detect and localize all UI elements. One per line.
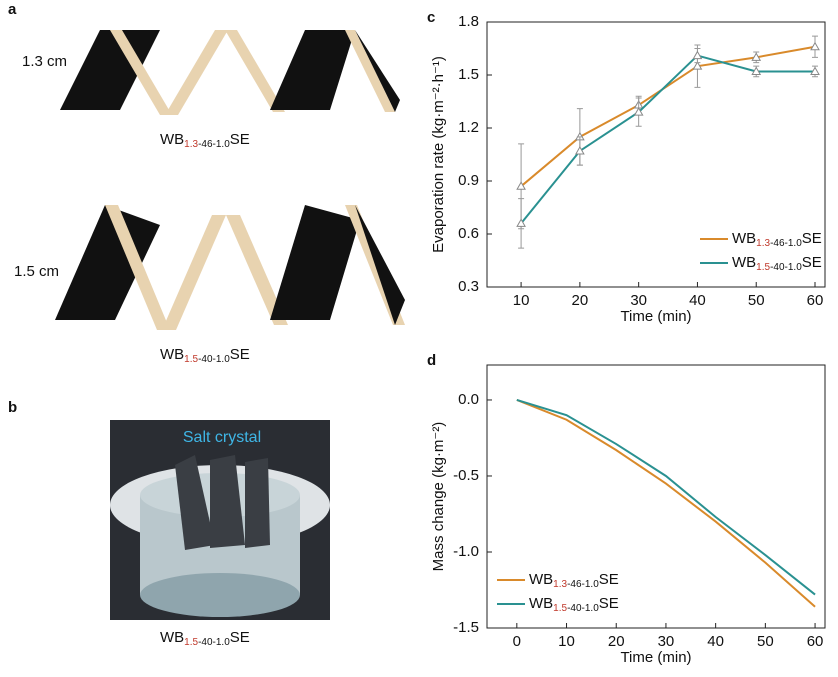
legend-label-part: SE [802, 254, 822, 271]
size-label: 1.5 cm [14, 263, 59, 280]
series-line [516, 399, 816, 608]
y-tick-label: 0.6 [458, 225, 479, 242]
x-tick-label: 50 [757, 633, 774, 650]
legend-label-part: SE [802, 230, 822, 247]
zigzag-top [60, 30, 400, 115]
y-axis-label: Mass change (kg·m⁻²) [430, 422, 447, 572]
y-tick-label: 1.5 [458, 66, 479, 83]
annotation: Salt crystal [183, 429, 261, 446]
marker [575, 145, 585, 155]
series-line [516, 399, 816, 596]
panel-label: a [8, 1, 17, 18]
x-tick-label: 30 [630, 292, 647, 309]
legend-label-part: 1.5 [553, 603, 567, 614]
legend-label: WB1.5-40-1.0SE [529, 595, 619, 614]
legend-label-part: WB [732, 254, 756, 271]
y-tick-label: 1.2 [458, 119, 479, 136]
legend-label-part: WB [529, 571, 553, 588]
marker [633, 107, 644, 116]
y-tick-label: 0.0 [458, 391, 479, 408]
legend-label-part: SE [599, 595, 619, 612]
y-axis-label: Evaporation rate (kg·m⁻²·h⁻¹) [430, 56, 447, 253]
panel-label: d [427, 352, 436, 369]
legend-label-part: WB [732, 230, 756, 247]
marker [810, 41, 820, 51]
x-tick-label: 10 [513, 292, 530, 309]
legend-label-part: -40-1.0 [770, 262, 802, 273]
legend-label-part: -46-1.0 [567, 579, 599, 590]
marker [516, 181, 526, 190]
legend-label-part: 1.3 [756, 238, 770, 249]
legend-label-part: 1.3 [553, 579, 567, 590]
series-line [520, 45, 816, 188]
y-tick-label: -0.5 [453, 467, 479, 484]
x-tick-label: 0 [513, 633, 521, 650]
x-axis-label: Time (min) [620, 308, 691, 325]
x-tick-label: 30 [658, 633, 675, 650]
panel-label: b [8, 399, 17, 416]
marker [692, 61, 703, 70]
plot-frame [486, 364, 826, 629]
caption: WB1.5-40-1.0SE [160, 346, 250, 365]
size-label: 1.3 cm [22, 53, 67, 70]
x-tick-label: 60 [807, 633, 824, 650]
caption: WB1.5-40-1.0SE [160, 629, 250, 648]
caption: WB1.3-46-1.0SE [160, 131, 250, 150]
x-tick-label: 10 [558, 633, 575, 650]
x-tick-label: 60 [807, 292, 824, 309]
x-tick-label: 50 [748, 292, 765, 309]
series-line [520, 54, 816, 225]
legend-label-part: SE [599, 571, 619, 588]
legend-label-part: WB [529, 595, 553, 612]
y-tick-label: 0.3 [458, 278, 479, 295]
x-tick-label: 40 [689, 292, 706, 309]
marker [692, 50, 703, 60]
y-tick-label: -1.5 [453, 619, 479, 636]
legend-label-part: 1.5 [756, 262, 770, 273]
marker [516, 218, 526, 227]
legend-label: WB1.5-40-1.0SE [732, 254, 822, 273]
y-tick-label: -1.0 [453, 543, 479, 560]
panel-label: c [427, 9, 435, 26]
x-tick-label: 20 [572, 292, 589, 309]
plot-frame [486, 21, 826, 288]
y-tick-label: 0.9 [458, 172, 479, 189]
y-tick-label: 1.8 [458, 13, 479, 30]
marker [751, 52, 762, 61]
x-tick-label: 20 [608, 633, 625, 650]
photo [110, 420, 330, 620]
marker [810, 66, 820, 75]
legend-label: WB1.3-46-1.0SE [529, 571, 619, 590]
marker [751, 66, 762, 75]
legend-label-part: -40-1.0 [567, 603, 599, 614]
x-axis-label: Time (min) [620, 649, 691, 666]
zigzag-bottom [55, 205, 405, 330]
x-tick-label: 40 [707, 633, 724, 650]
legend-label: WB1.3-46-1.0SE [732, 230, 822, 249]
legend-label-part: -46-1.0 [770, 238, 802, 249]
